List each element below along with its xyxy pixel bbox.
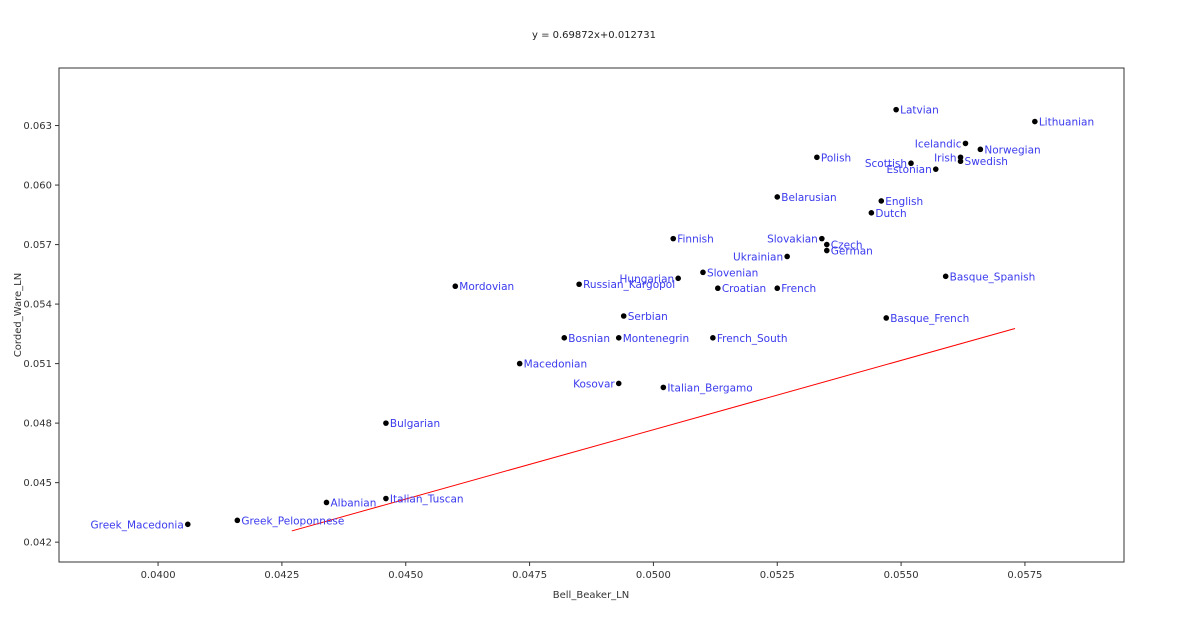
- data-point-label: Mordovian: [459, 281, 514, 293]
- data-point: [184, 521, 191, 528]
- data-point: [700, 269, 706, 276]
- data-point-label: Greek_Peloponnese: [241, 515, 344, 527]
- x-axis: 0.0400 0.0425 0.0450 0.0475 0.0500 0.0525 0.05…: [141, 562, 1042, 581]
- data-point: [957, 158, 964, 165]
- x-tick-label: 0.0575: [1007, 570, 1042, 581]
- data-point: [957, 154, 964, 161]
- data-point: [670, 235, 677, 242]
- data-point: [620, 313, 627, 319]
- data-point: [715, 285, 721, 292]
- y-tick-label: 0.042: [23, 538, 52, 549]
- data-point: [561, 335, 568, 341]
- y-axis: 0.042 0.045 0.048 0.051 0.054 0.057 0.060 0.063: [23, 121, 59, 549]
- x-tick-label: 0.0525: [760, 570, 795, 581]
- data-point: [814, 154, 820, 161]
- x-tick-label: 0.0425: [264, 570, 299, 581]
- data-point-label: French_South: [717, 333, 788, 345]
- data-point: [932, 166, 939, 172]
- data-point: [660, 384, 667, 391]
- data-points: Latvian Lithuanian Icelandic Norwegian Irish…: [90, 105, 1094, 532]
- data-point-label: Italian_Bergamo: [667, 382, 752, 394]
- y-tick-label: 0.048: [23, 419, 52, 430]
- data-point-label: Croatian: [722, 283, 766, 295]
- data-point-label: Belarusian: [781, 192, 836, 204]
- data-point-label: Icelandic: [915, 138, 962, 150]
- data-point: [784, 253, 790, 260]
- data-point-label: Dutch: [875, 208, 906, 220]
- x-tick-label: 0.0450: [388, 570, 423, 581]
- chart-title: y = 0.69872x+0.012731: [532, 30, 656, 41]
- x-tick-label: 0.0475: [512, 570, 547, 581]
- data-point-label: Hungarian: [620, 273, 675, 285]
- data-point-label: Swedish: [965, 156, 1008, 168]
- data-point: [615, 380, 622, 387]
- data-point: [823, 247, 830, 254]
- trendline: [291, 328, 1016, 532]
- data-point: [452, 283, 459, 290]
- data-point-label: Slovakian: [767, 234, 818, 246]
- data-point-label: Scottish: [865, 158, 907, 170]
- y-tick-label: 0.051: [23, 359, 52, 370]
- data-point-label: French: [781, 283, 816, 295]
- data-point-label: Italian_Tuscan: [390, 494, 464, 506]
- data-point: [878, 198, 885, 204]
- data-point-label: Russian_Kargopol: [583, 279, 675, 291]
- data-point: [883, 315, 890, 321]
- data-point-label: English: [885, 196, 923, 208]
- data-point-label: Montenegrin: [623, 333, 689, 345]
- y-tick-label: 0.054: [23, 300, 52, 311]
- y-axis-label: Corded_Ware_LN: [13, 273, 24, 357]
- data-point: [977, 146, 984, 153]
- data-point: [819, 235, 825, 242]
- data-point: [893, 106, 899, 113]
- x-tick-label: 0.0400: [141, 570, 176, 581]
- data-point: [323, 499, 330, 506]
- data-point: [1032, 118, 1038, 125]
- plot-area: [58, 67, 1125, 563]
- data-point-label: Greek_Macedonia: [90, 519, 183, 531]
- y-tick-label: 0.060: [23, 181, 52, 192]
- data-point-label: Estonian: [886, 164, 931, 176]
- data-point: [234, 517, 241, 524]
- data-point: [675, 275, 681, 282]
- data-point: [383, 495, 389, 502]
- data-point-label: Irish: [934, 152, 956, 164]
- x-axis-label: Bell_Beaker_LN: [553, 590, 629, 601]
- y-tick-label: 0.057: [23, 240, 52, 251]
- data-point-label: Ukrainian: [733, 251, 783, 263]
- data-point-label: German: [831, 246, 873, 258]
- y-tick-label: 0.063: [23, 121, 52, 132]
- data-point: [868, 210, 875, 216]
- data-point-label: Basque_French: [890, 313, 969, 325]
- data-point-label: Norwegian: [984, 144, 1040, 156]
- data-point-label: Finnish: [677, 234, 714, 246]
- data-point-label: Latvian: [900, 105, 939, 117]
- data-point: [962, 140, 969, 147]
- data-point-label: Czech: [831, 240, 863, 252]
- data-point-label: Serbian: [628, 311, 668, 323]
- data-point: [383, 420, 389, 426]
- data-point: [615, 335, 622, 341]
- data-point: [942, 273, 949, 280]
- data-point-label: Bosnian: [568, 333, 610, 345]
- data-point: [823, 241, 830, 248]
- data-point-label: Macedonian: [524, 359, 587, 371]
- x-tick-label: 0.0500: [636, 570, 671, 581]
- data-point: [908, 160, 914, 167]
- data-point-label: Lithuanian: [1039, 117, 1094, 129]
- data-point-label: Polish: [821, 152, 851, 164]
- data-point-label: Bulgarian: [390, 418, 440, 430]
- y-tick-label: 0.045: [23, 478, 52, 489]
- data-point-label: Basque_Spanish: [950, 271, 1036, 283]
- data-point-label: Kosovar: [573, 378, 615, 390]
- data-point: [516, 360, 523, 367]
- data-point: [576, 281, 582, 288]
- data-point: [774, 285, 781, 292]
- data-point-label: Albanian: [330, 497, 376, 509]
- data-point-label: Slovenian: [707, 267, 758, 279]
- data-point: [710, 335, 716, 341]
- data-point: [774, 194, 781, 200]
- x-tick-label: 0.0550: [884, 570, 919, 581]
